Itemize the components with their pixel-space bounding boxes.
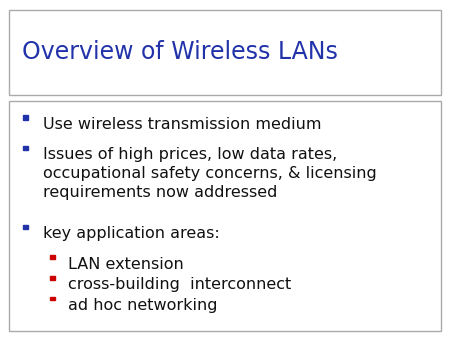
Bar	[9, 101, 441, 331]
Text: LAN extension: LAN extension	[68, 257, 184, 271]
Text: cross-building  interconnect: cross-building interconnect	[68, 277, 292, 292]
Text: Issues of high prices, low data rates,
occupational safety concerns, & licensing: Issues of high prices, low data rates, o…	[43, 147, 377, 200]
Bar	[50, 276, 54, 280]
Text: Overview of Wireless LANs: Overview of Wireless LANs	[22, 40, 338, 65]
Bar	[22, 225, 28, 229]
Bar	[22, 115, 28, 120]
Bar	[9, 10, 441, 95]
Text: Use wireless transmission medium: Use wireless transmission medium	[43, 117, 321, 131]
Bar	[50, 297, 54, 300]
Bar	[22, 146, 28, 150]
Bar	[50, 255, 54, 259]
Text: ad hoc networking: ad hoc networking	[68, 298, 218, 313]
Text: key application areas:: key application areas:	[43, 226, 220, 241]
